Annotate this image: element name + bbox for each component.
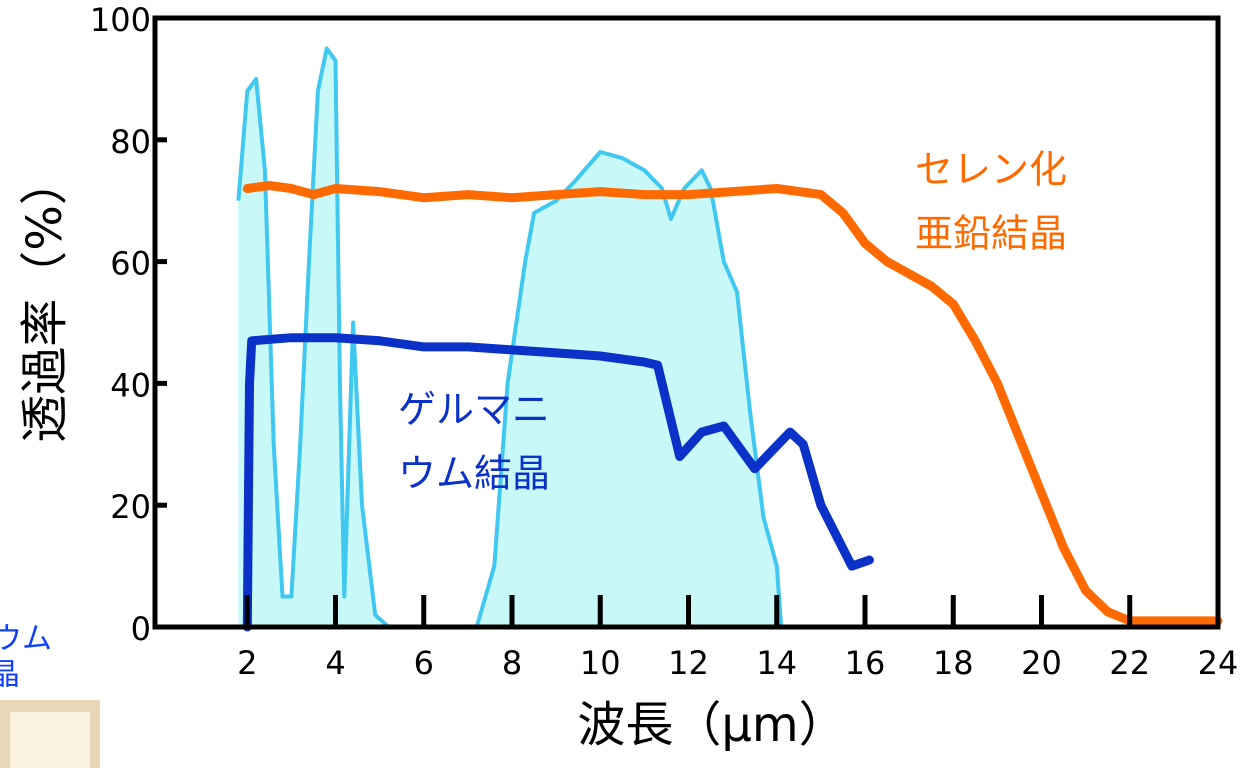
x-tick-label: 4	[325, 644, 345, 682]
x-tick-label: 12	[668, 644, 709, 682]
photo-fragment-inner	[10, 712, 90, 768]
x-tick-label: 6	[414, 644, 434, 682]
x-tick-label: 16	[845, 644, 886, 682]
x-tick-label: 18	[933, 644, 974, 682]
x-tick-label: 24	[1198, 644, 1239, 682]
y-axis-label: 透過率（%）	[17, 157, 73, 443]
series-label: 亜鉛結晶	[915, 212, 1067, 256]
x-tick-label: 8	[502, 644, 522, 682]
series-label: ウム結晶	[398, 452, 550, 496]
y-tick-label: 80	[110, 123, 151, 161]
label-fragment: 晶	[0, 658, 20, 693]
x-axis-label: 波長（μm）	[577, 697, 846, 753]
y-tick-label: 100	[90, 1, 151, 39]
series-label: ゲルマニ	[398, 388, 550, 432]
series-label: セレン化	[915, 148, 1067, 192]
x-tick-label: 2	[237, 644, 257, 682]
y-tick-label: 0	[131, 610, 151, 648]
x-tick-label: 22	[1109, 644, 1150, 682]
y-tick-label: 20	[110, 488, 151, 526]
label-fragment: ウム	[0, 622, 52, 657]
y-tick-label: 60	[110, 245, 151, 283]
x-tick-label: 14	[756, 644, 797, 682]
x-tick-label: 10	[580, 644, 621, 682]
y-tick-label: 40	[110, 366, 151, 404]
chart: 24681012141618202224020406080100波長（μm）透過…	[0, 0, 1256, 768]
x-tick-label: 20	[1021, 644, 1062, 682]
